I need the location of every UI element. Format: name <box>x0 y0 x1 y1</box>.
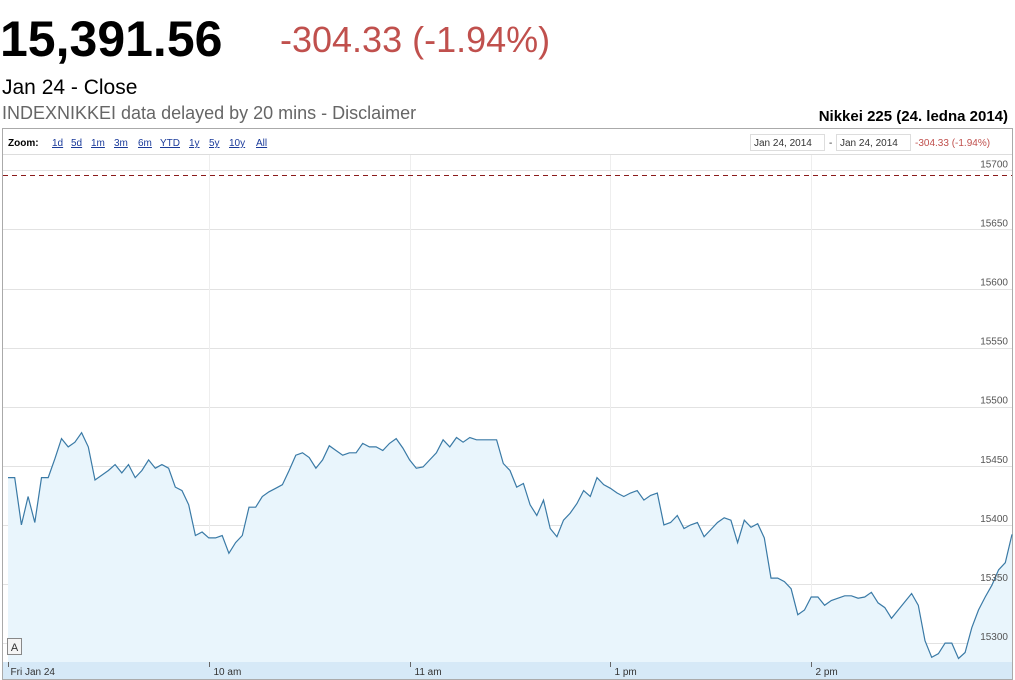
price-change: -304.33 (-1.94%) <box>280 19 550 60</box>
zoom-option[interactable]: 6m <box>138 138 152 149</box>
zoom-option[interactable]: YTD <box>160 138 180 149</box>
data-source[interactable]: INDEXNIKKEI data delayed by 20 mins - Di… <box>2 103 416 123</box>
y-tick-label: 15500 <box>980 396 1008 407</box>
x-axis-band <box>3 662 1012 679</box>
y-tick-label: 15350 <box>980 573 1008 584</box>
zoom-option[interactable]: 10y <box>229 138 245 149</box>
area <box>8 432 1012 662</box>
range-end[interactable]: Jan 24, 2014 <box>840 138 898 149</box>
x-tick-label: 1 pm <box>615 667 637 678</box>
plot-area: 15300 15350 15400 15450 15500 15550 15600 15650… <box>3 155 1013 679</box>
y-tick-label: 15700 <box>980 159 1008 170</box>
zoom-option[interactable]: 1y <box>189 138 200 149</box>
range-start-box[interactable] <box>750 134 825 151</box>
y-tick-label: 15550 <box>980 337 1008 348</box>
y-tick-label: 15600 <box>980 278 1008 289</box>
zoom-label: Zoom: <box>8 138 39 149</box>
chart-title: Nikkei 225 (24. ledna 2014) <box>819 108 1008 125</box>
price-line <box>8 431 1013 660</box>
y-tick-label: 15650 <box>980 218 1008 229</box>
x-tick-label: 11 am <box>415 667 442 678</box>
range-end-box[interactable] <box>836 134 911 151</box>
range-separator: - <box>829 138 832 149</box>
zoom-options: 1d 5d 1m 3m 6m YTD 1y 5y 10y All <box>52 138 267 149</box>
zoom-option[interactable]: 5y <box>209 138 220 149</box>
range-start[interactable]: Jan 24, 2014 <box>754 138 812 149</box>
zoom-option[interactable]: 1d <box>52 138 63 149</box>
y-tick-label: 15300 <box>980 632 1008 643</box>
zoom-option[interactable]: All <box>256 138 267 149</box>
y-tick-label: 15450 <box>980 455 1008 466</box>
y-tick-label: 15400 <box>980 514 1008 525</box>
x-tick-label: 2 pm <box>816 667 838 678</box>
zoom-option[interactable]: 1m <box>91 138 105 149</box>
price: 15,391.56 <box>0 11 222 67</box>
zoom-option[interactable]: 3m <box>114 138 128 149</box>
flag-box[interactable] <box>7 638 22 655</box>
flag-label[interactable]: A <box>11 642 19 654</box>
x-tick-label: Fri Jan 24 <box>11 667 56 678</box>
x-tick-label: 10 am <box>214 667 242 678</box>
zoom-option[interactable]: 5d <box>71 138 82 149</box>
range-change: -304.33 (-1.94%) <box>915 138 990 149</box>
close-date: Jan 24 - Close <box>2 76 137 99</box>
